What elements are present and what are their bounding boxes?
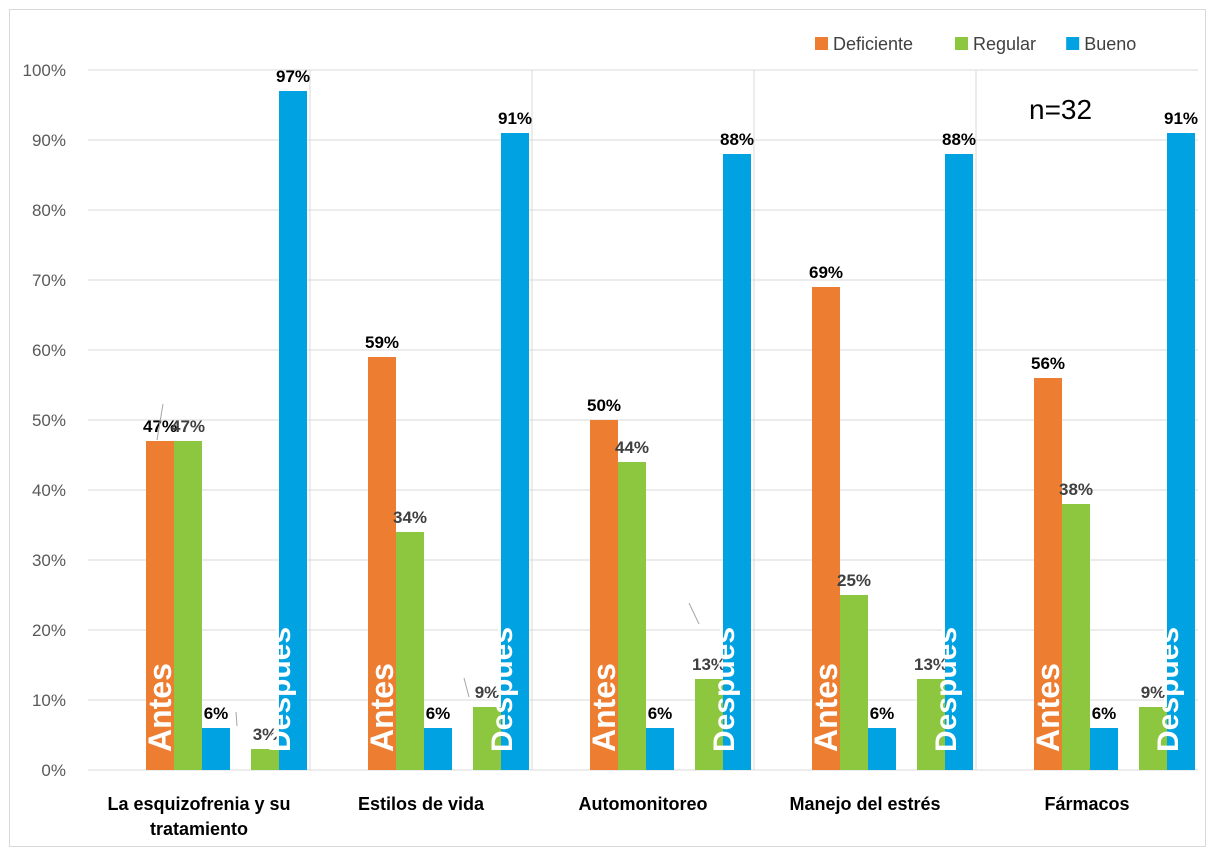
group-label-antes: Antes [142,663,178,752]
group-label-despues: Después [486,627,519,752]
bar-despues-regular [917,679,945,770]
data-label: 44% [615,438,649,457]
data-label: 13% [914,655,948,674]
data-label: 6% [870,704,895,723]
group-label-antes: Antes [586,663,622,752]
legend-label-regular: Regular [973,34,1036,54]
data-label: 47% [143,417,177,436]
bar-despues-bueno [945,154,973,770]
group-label-antes: Antes [1030,663,1066,752]
data-label: 6% [1092,704,1117,723]
y-tick-label: 40% [32,481,66,500]
y-tick-label: 30% [32,551,66,570]
bar-antes-bueno [868,728,896,770]
bar-antes-regular [174,441,202,770]
label-leader-line [688,602,700,625]
bar-antes-regular [840,595,868,770]
data-label: 25% [837,571,871,590]
category-label: La esquizofrenia y su [107,794,290,814]
group-label-despues: Después [930,627,963,752]
data-label: 34% [393,508,427,527]
data-label: 91% [498,109,532,128]
group-label-antes: Antes [808,663,844,752]
data-label: 6% [648,704,673,723]
group-label-antes: Antes [364,663,400,752]
y-tick-label: 60% [32,341,66,360]
sample-size-note: n=32 [1029,94,1092,125]
data-label: 13% [692,655,726,674]
bar-antes-deficiente [146,441,174,770]
bar-antes-bueno [1090,728,1118,770]
legend-label-bueno: Bueno [1084,34,1136,54]
y-tick-label: 10% [32,691,66,710]
legend-label-deficiente: Deficiente [833,34,913,54]
category-label: tratamiento [150,819,248,839]
legend-swatch-regular [955,37,968,50]
bar-despues-regular [695,679,723,770]
data-label: 6% [426,704,451,723]
bar-despues-bueno [279,91,307,770]
data-label: 91% [1164,109,1198,128]
y-tick-label: 80% [32,201,66,220]
bar-despues-regular [473,707,501,770]
group-label-despues: Después [264,627,297,752]
bar-antes-regular [1062,504,1090,770]
bar-antes-bueno [646,728,674,770]
bar-antes-bueno [424,728,452,770]
bar-antes-deficiente [1034,378,1062,770]
data-label: 56% [1031,354,1065,373]
bar-despues-regular [251,749,279,770]
category-label: Estilos de vida [358,794,485,814]
bar-despues-bueno [723,154,751,770]
label-leader-line [463,677,470,698]
bar-despues-bueno [1167,133,1195,770]
bar-despues-bueno [501,133,529,770]
category-label: Automonitoreo [579,794,708,814]
group-label-despues: Después [1152,627,1185,752]
data-label: 88% [942,130,976,149]
data-label: 38% [1059,480,1093,499]
bar-antes-deficiente [590,420,618,770]
data-label: 9% [1141,683,1166,702]
data-label: 59% [365,333,399,352]
y-tick-label: 90% [32,131,66,150]
y-tick-label: 0% [41,761,66,780]
y-tick-label: 20% [32,621,66,640]
group-label-despues: Después [708,627,741,752]
label-leader-line [235,711,238,727]
bar-antes-bueno [202,728,230,770]
bar-antes-deficiente [368,357,396,770]
category-label: Fármacos [1044,794,1129,814]
data-label: 50% [587,396,621,415]
label-leader-line [156,403,164,441]
bar-antes-regular [618,462,646,770]
bar-antes-regular [396,532,424,770]
data-label: 6% [204,704,229,723]
category-label: Manejo del estrés [789,794,940,814]
y-tick-label: 100% [23,61,66,80]
data-label: 3% [253,725,278,744]
data-label: 88% [720,130,754,149]
data-label: 97% [276,67,310,86]
data-label: 9% [475,683,500,702]
y-tick-label: 70% [32,271,66,290]
legend-swatch-deficiente [815,37,828,50]
bar-despues-regular [1139,707,1167,770]
y-tick-label: 50% [32,411,66,430]
bar-antes-deficiente [812,287,840,770]
data-label: 47% [171,417,205,436]
data-label: 69% [809,263,843,282]
legend-swatch-bueno [1066,37,1080,50]
